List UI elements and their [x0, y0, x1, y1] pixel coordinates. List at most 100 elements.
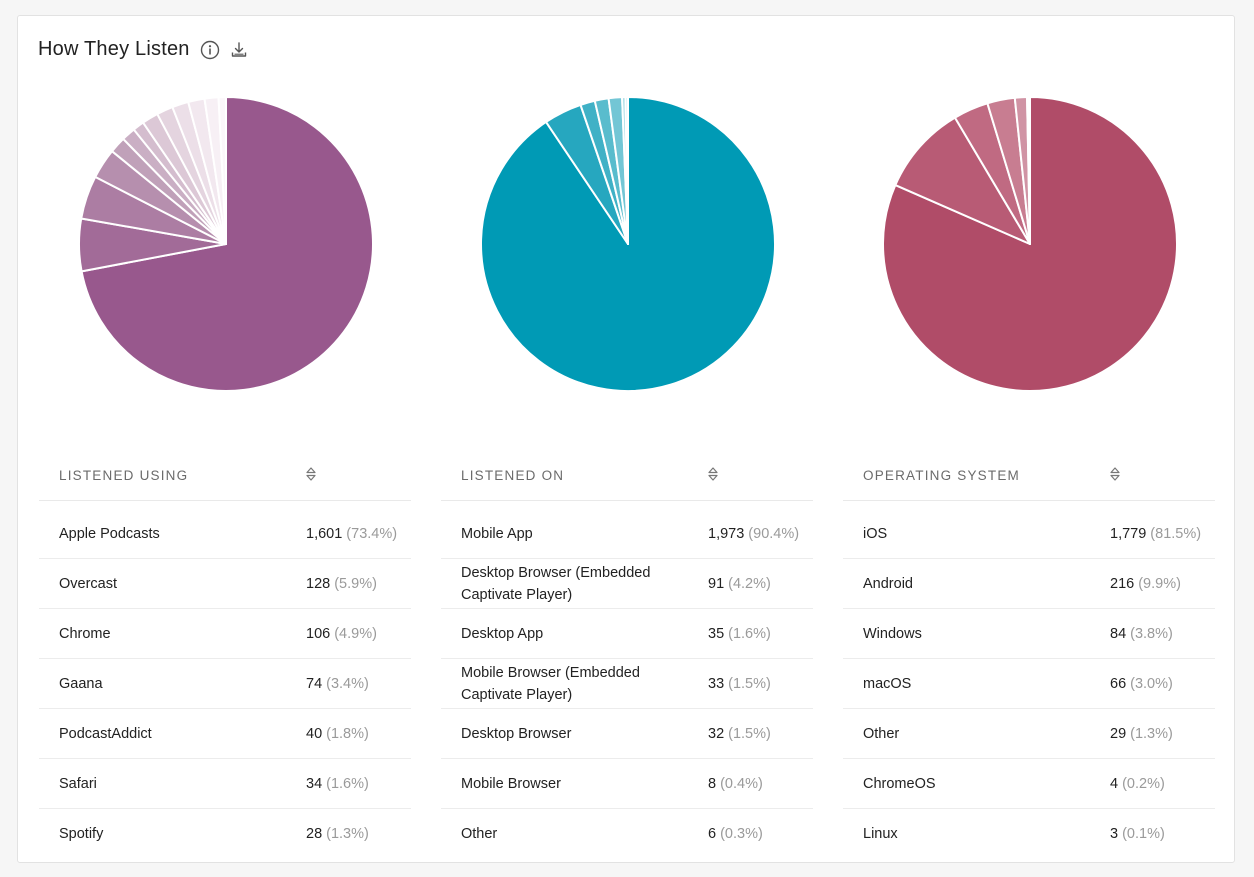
table-header: LISTENED ON: [441, 452, 813, 501]
table-row: Desktop App 35 (1.6%): [441, 609, 813, 659]
row-count: 3: [1110, 826, 1119, 842]
operating-system-pie-chart: [880, 94, 1180, 394]
table-row: PodcastAddict 40 (1.8%): [39, 709, 411, 759]
row-label: Mobile Browser (Embedded Captivate Playe…: [461, 665, 640, 703]
row-value: 84 (3.8%): [1110, 609, 1173, 659]
listened-using-rows: Apple Podcasts 1,601 (73.4%) Overcast 128 (5.…: [39, 509, 411, 859]
row-label: Desktop App: [461, 626, 544, 642]
row-percent: (1.3%): [1130, 726, 1173, 742]
table-row: Linux 3 (0.1%): [843, 809, 1215, 859]
row-label: Chrome: [59, 626, 111, 642]
row-percent: (3.0%): [1130, 676, 1173, 692]
row-value: 29 (1.3%): [1110, 709, 1173, 759]
table-header: OPERATING SYSTEM: [843, 452, 1215, 501]
table-row: macOS 66 (3.0%): [843, 659, 1215, 709]
how-they-listen-card: How They Listen LISTENED USING: [17, 15, 1235, 863]
row-value: 40 (1.8%): [306, 709, 369, 759]
row-percent: (0.2%): [1122, 776, 1165, 792]
row-label: Mobile App: [461, 526, 533, 542]
row-count: 66: [1110, 676, 1127, 692]
row-count: 34: [306, 776, 323, 792]
row-count: 4: [1110, 776, 1119, 792]
row-label: Overcast: [59, 576, 118, 592]
row-count: 40: [306, 726, 323, 742]
row-value: 1,973 (90.4%): [708, 509, 799, 559]
table-row: Mobile App 1,973 (90.4%): [441, 509, 813, 559]
operating-system-column: OPERATING SYSTEM iOS 1,779 (81.5%) Android 2…: [843, 92, 1215, 862]
card-header: How They Listen: [38, 38, 248, 61]
listened-on-pie-chart: [478, 94, 778, 394]
row-count: 33: [708, 676, 725, 692]
row-label: macOS: [863, 676, 912, 692]
row-count: 1,601: [306, 526, 343, 542]
column-header-label: OPERATING SYSTEM: [863, 468, 1020, 483]
column-header-label: LISTENED ON: [461, 468, 565, 483]
row-count: 6: [708, 826, 717, 842]
row-percent: (1.6%): [326, 776, 369, 792]
row-label: Other: [863, 726, 900, 742]
row-label: Spotify: [59, 826, 104, 842]
row-count: 32: [708, 726, 725, 742]
table-row: Overcast 128 (5.9%): [39, 559, 411, 609]
row-percent: (1.5%): [728, 726, 771, 742]
row-value: 74 (3.4%): [306, 659, 369, 709]
row-label: ChromeOS: [863, 776, 936, 792]
row-value: 28 (1.3%): [306, 809, 369, 859]
row-count: 106: [306, 626, 331, 642]
row-percent: (4.9%): [334, 626, 377, 642]
pie-slice[interactable]: [1027, 96, 1031, 245]
operating-system-rows: iOS 1,779 (81.5%) Android 216 (9.9%) Windows 84…: [843, 509, 1215, 859]
table-row: Safari 34 (1.6%): [39, 759, 411, 809]
table-row: ChromeOS 4 (0.2%): [843, 759, 1215, 809]
sort-arrows-icon[interactable]: [1109, 466, 1123, 484]
row-label: Mobile Browser: [461, 776, 561, 792]
row-percent: (1.5%): [728, 676, 771, 692]
row-value: 1,601 (73.4%): [306, 509, 397, 559]
row-value: 66 (3.0%): [1110, 659, 1173, 709]
table-row: Other 29 (1.3%): [843, 709, 1215, 759]
pie-slice[interactable]: [80, 96, 374, 392]
row-percent: (0.4%): [720, 776, 763, 792]
row-value: 35 (1.6%): [708, 609, 771, 659]
row-percent: (3.4%): [326, 676, 369, 692]
table-row: Mobile Browser 8 (0.4%): [441, 759, 813, 809]
row-percent: (1.6%): [728, 626, 771, 642]
sort-arrows-icon[interactable]: [305, 466, 319, 484]
table-row: iOS 1,779 (81.5%): [843, 509, 1215, 559]
download-icon[interactable]: [230, 41, 248, 59]
row-percent: (0.3%): [720, 826, 763, 842]
table-row: Desktop Browser 32 (1.5%): [441, 709, 813, 759]
row-count: 1,973: [708, 526, 745, 542]
row-percent: (81.5%): [1150, 526, 1202, 542]
pie-slice[interactable]: [624, 95, 629, 245]
table-row: Desktop Browser (Embedded Captivate Play…: [441, 559, 813, 609]
row-count: 28: [306, 826, 323, 842]
sort-arrows-icon[interactable]: [707, 466, 721, 484]
card-title: How They Listen: [38, 38, 190, 60]
row-value: 32 (1.5%): [708, 709, 771, 759]
row-label: PodcastAddict: [59, 726, 152, 742]
row-label: Gaana: [59, 676, 103, 692]
info-circle-icon[interactable]: [200, 40, 220, 60]
row-value: 6 (0.3%): [708, 809, 763, 859]
row-value: 8 (0.4%): [708, 759, 763, 809]
row-value: 3 (0.1%): [1110, 809, 1165, 859]
row-count: 84: [1110, 626, 1127, 642]
row-label: Linux: [863, 826, 898, 842]
row-percent: (1.8%): [326, 726, 369, 742]
row-percent: (90.4%): [748, 526, 800, 542]
row-count: 1,779: [1110, 526, 1147, 542]
row-value: 34 (1.6%): [306, 759, 369, 809]
row-count: 29: [1110, 726, 1127, 742]
column-header-label: LISTENED USING: [59, 468, 189, 483]
pie-slice[interactable]: [894, 116, 1031, 245]
pie-slice[interactable]: [217, 95, 227, 245]
row-count: 35: [708, 626, 725, 642]
row-label: Windows: [863, 626, 922, 642]
row-percent: (1.3%): [326, 826, 369, 842]
row-count: 74: [306, 676, 323, 692]
table-row: Other 6 (0.3%): [441, 809, 813, 859]
row-percent: (5.9%): [334, 576, 377, 592]
row-percent: (9.9%): [1138, 576, 1181, 592]
table-row: Spotify 28 (1.3%): [39, 809, 411, 859]
